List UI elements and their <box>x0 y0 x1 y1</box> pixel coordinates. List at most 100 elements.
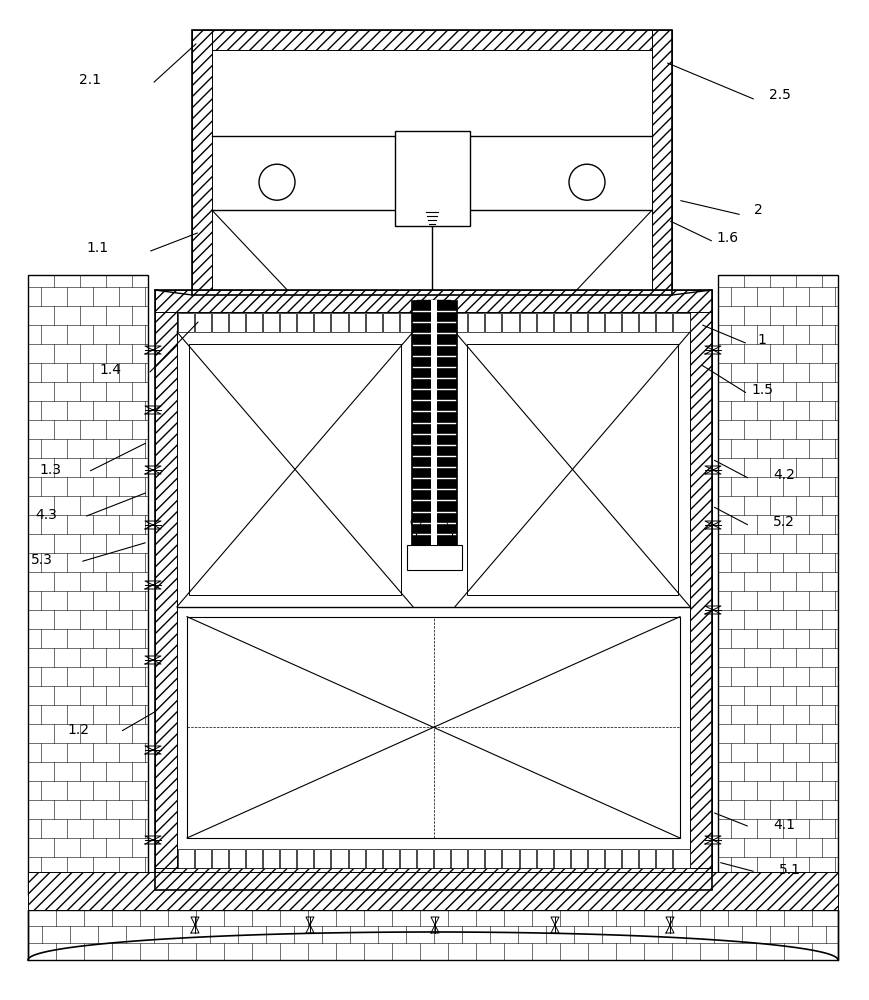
Bar <box>195 312 210 332</box>
Text: 4.2: 4.2 <box>773 468 795 482</box>
Bar <box>622 848 638 867</box>
Bar <box>280 848 296 867</box>
Bar <box>502 312 519 332</box>
Bar <box>588 848 604 867</box>
Bar <box>571 312 587 332</box>
Bar <box>520 848 535 867</box>
Bar <box>605 848 621 867</box>
Text: 2.5: 2.5 <box>769 88 791 102</box>
Bar <box>297 848 314 867</box>
Bar <box>640 848 655 867</box>
Text: 1.1: 1.1 <box>87 241 109 255</box>
Bar <box>366 312 381 332</box>
Bar <box>382 312 399 332</box>
Bar <box>395 131 469 226</box>
Bar <box>434 312 450 332</box>
Bar <box>485 312 501 332</box>
Bar <box>605 312 621 332</box>
Bar <box>468 312 484 332</box>
Bar <box>407 545 461 570</box>
Bar <box>229 312 245 332</box>
Bar <box>229 848 245 867</box>
Text: 1.6: 1.6 <box>717 231 739 245</box>
Bar <box>417 848 433 867</box>
Bar <box>28 910 838 960</box>
Bar <box>417 312 433 332</box>
Bar <box>718 275 838 895</box>
Bar <box>400 848 416 867</box>
Bar <box>177 312 194 332</box>
Bar <box>155 872 712 910</box>
Bar <box>554 848 570 867</box>
Text: 5.3: 5.3 <box>31 553 53 567</box>
Bar <box>177 848 194 867</box>
Text: 5.2: 5.2 <box>773 515 795 529</box>
Bar <box>656 848 673 867</box>
Bar <box>192 30 672 50</box>
Bar <box>212 312 228 332</box>
Bar <box>502 848 519 867</box>
Bar <box>656 312 673 332</box>
Bar <box>571 848 587 867</box>
Text: 4.1: 4.1 <box>773 818 795 832</box>
Bar <box>640 312 655 332</box>
Bar <box>28 275 148 895</box>
Bar <box>246 848 262 867</box>
Bar <box>195 848 210 867</box>
Bar <box>485 848 501 867</box>
Bar <box>554 312 570 332</box>
Bar <box>212 50 652 295</box>
Bar <box>673 312 689 332</box>
Bar <box>520 312 535 332</box>
Bar <box>467 344 678 595</box>
Text: 2.1: 2.1 <box>79 73 101 87</box>
Bar <box>382 848 399 867</box>
Bar <box>348 312 365 332</box>
Text: 4.3: 4.3 <box>35 508 57 522</box>
Bar <box>690 290 712 890</box>
Bar <box>451 312 468 332</box>
Bar <box>451 848 468 867</box>
Text: 1.3: 1.3 <box>39 463 61 477</box>
Bar <box>468 848 484 867</box>
Text: 1.5: 1.5 <box>751 383 773 397</box>
Bar <box>155 868 712 890</box>
Bar <box>263 312 279 332</box>
Bar <box>434 848 450 867</box>
Bar <box>331 848 348 867</box>
Text: 1.2: 1.2 <box>67 723 89 737</box>
Bar <box>652 30 672 295</box>
Bar <box>212 848 228 867</box>
Bar <box>297 312 314 332</box>
Text: 1: 1 <box>758 333 766 347</box>
Bar <box>536 848 553 867</box>
Bar <box>155 290 712 312</box>
Bar <box>400 312 416 332</box>
Bar <box>622 312 638 332</box>
Text: 1.4: 1.4 <box>99 363 121 377</box>
Bar <box>712 872 718 910</box>
Bar <box>331 312 348 332</box>
Bar <box>148 872 155 910</box>
Bar <box>673 848 689 867</box>
Bar <box>187 617 680 838</box>
Bar <box>155 290 177 890</box>
Bar <box>155 290 712 890</box>
Bar <box>189 344 401 595</box>
Bar <box>192 30 672 295</box>
Bar <box>431 300 437 545</box>
Bar <box>348 848 365 867</box>
Bar <box>246 312 262 332</box>
Bar <box>28 872 838 910</box>
Bar <box>411 300 457 545</box>
Text: 5.1: 5.1 <box>779 863 801 877</box>
Text: 2: 2 <box>753 203 762 217</box>
Bar <box>588 312 604 332</box>
Bar <box>263 848 279 867</box>
Bar <box>315 848 330 867</box>
Bar <box>192 30 212 295</box>
Bar <box>315 312 330 332</box>
Bar <box>366 848 381 867</box>
Bar <box>417 300 451 545</box>
Bar <box>280 312 296 332</box>
